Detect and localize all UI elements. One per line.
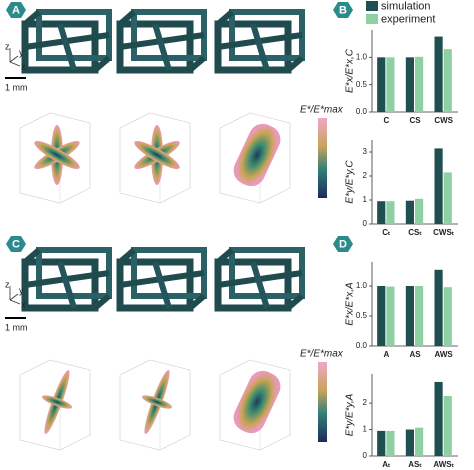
legend-swatch <box>366 14 378 24</box>
axis-letter: z <box>5 279 10 289</box>
panel-label: A <box>12 4 20 16</box>
panel-label: C <box>12 238 20 250</box>
panel-badge <box>333 2 353 18</box>
bar <box>415 427 424 456</box>
bar <box>377 286 386 346</box>
legend-label: experiment <box>381 13 435 25</box>
bar <box>377 57 386 112</box>
y-axis-label: E*x/E*x,A <box>345 282 356 326</box>
stiffness-surface <box>31 125 83 185</box>
y-tick-label: 0.5 <box>356 80 368 89</box>
lattice <box>120 250 204 308</box>
bar <box>434 381 443 456</box>
legend-label: simulation <box>381 0 431 12</box>
y-tick-label: 0 <box>363 219 368 228</box>
y-tick-label: 0 <box>363 451 368 460</box>
y-tick-label: 1 <box>363 425 368 434</box>
y-tick-label: 3 <box>363 147 368 156</box>
stiffness-surface <box>228 119 286 191</box>
x-tick-label: ASₜ <box>408 460 422 469</box>
y-axis-label: E*y/E*y,A <box>345 393 356 436</box>
x-tick-label: Aₜ <box>382 460 391 469</box>
legend-swatch <box>366 1 378 11</box>
colorbar <box>318 362 327 442</box>
axis-letter: z <box>5 41 10 51</box>
x-tick-label: Cₜ <box>382 228 391 237</box>
y-axis-label: E*x/E*x,C <box>345 48 356 93</box>
y-tick-label: 1.0 <box>356 281 368 290</box>
axis-letter: x <box>21 299 26 309</box>
axis-arrow <box>9 293 19 301</box>
bar <box>415 198 424 224</box>
y-tick-label: 0.0 <box>356 107 368 116</box>
bar <box>377 430 386 456</box>
x-tick-label: C <box>383 116 389 125</box>
bar <box>377 201 386 224</box>
bar <box>443 172 452 224</box>
bar <box>443 395 452 456</box>
x-tick-label: A <box>383 350 389 359</box>
colorbar <box>318 118 327 198</box>
axis-letter: x <box>21 61 26 71</box>
x-tick-label: CWSₜ <box>433 228 455 237</box>
x-tick-label: CSₜ <box>408 228 422 237</box>
colorbar-label: E*/E*max <box>300 105 344 116</box>
bar <box>434 269 443 346</box>
lattice <box>25 12 109 70</box>
bar <box>415 56 424 112</box>
panel-badge <box>333 236 353 252</box>
bar <box>386 57 395 112</box>
bar <box>443 287 452 346</box>
scale-label: 1 mm <box>5 82 28 92</box>
lattice <box>25 250 109 308</box>
y-tick-label: 2 <box>363 171 368 180</box>
y-tick-label: 1.0 <box>356 52 368 61</box>
lattice <box>218 250 302 308</box>
y-tick-label: 0.5 <box>356 311 368 320</box>
axis-letter: y <box>19 47 24 57</box>
bar <box>386 201 395 224</box>
scale-label: 1 mm <box>5 322 28 332</box>
bar <box>405 57 414 112</box>
bar <box>386 286 395 346</box>
panel-label: D <box>339 238 347 250</box>
bar <box>405 200 414 224</box>
colorbar-label: E*/E*max <box>300 349 344 360</box>
panel-badge <box>6 236 26 252</box>
panel-label: B <box>339 4 347 16</box>
bar <box>415 286 424 346</box>
axis-arrow <box>9 55 19 63</box>
stiffness-surface <box>40 368 74 436</box>
axis-arrow <box>9 299 21 305</box>
y-tick-label: 2 <box>363 398 368 407</box>
x-tick-label: CS <box>409 116 421 125</box>
stiffness-surface <box>228 366 286 438</box>
stiffness-surface <box>131 125 183 185</box>
bar <box>386 430 395 456</box>
x-tick-label: CWS <box>434 116 453 125</box>
bar <box>434 36 443 113</box>
axis-arrow <box>9 61 21 67</box>
y-tick-label: 0.0 <box>356 341 368 350</box>
bar <box>405 286 414 346</box>
bar <box>443 49 452 112</box>
x-tick-label: AS <box>409 350 421 359</box>
y-tick-label: 1 <box>363 195 368 204</box>
lattice <box>218 12 302 70</box>
x-tick-label: AWS <box>435 350 454 359</box>
bar <box>405 429 414 456</box>
lattice <box>120 12 204 70</box>
x-tick-label: AWSₜ <box>433 460 454 469</box>
bar <box>434 148 443 224</box>
axis-letter: y <box>19 285 24 295</box>
y-axis-label: E*y/E*y,C <box>345 160 356 204</box>
stiffness-surface <box>140 368 174 436</box>
panel-badge <box>6 2 26 18</box>
